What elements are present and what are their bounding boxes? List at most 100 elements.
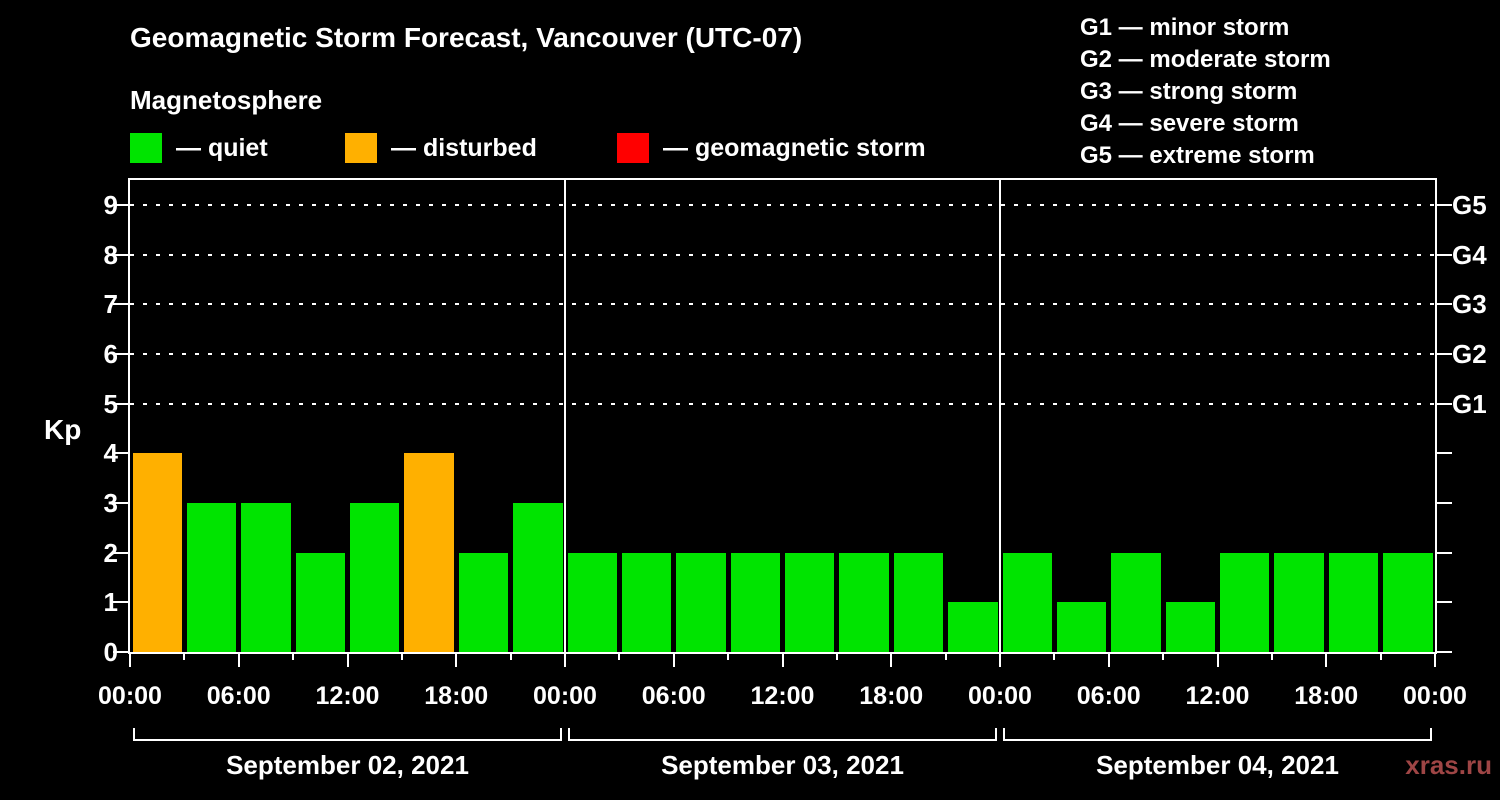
legend-label: — disturbed (391, 133, 537, 162)
y-axis-tick-right (1435, 501, 1452, 504)
kp-bar (730, 552, 780, 652)
y-axis-label: 5 (103, 388, 118, 419)
kp-bar (1002, 552, 1052, 652)
y-axis-tick (113, 452, 130, 455)
kp-bar (1111, 552, 1161, 652)
day-date-label: September 04, 2021 (1096, 750, 1339, 780)
y-axis-tick-right (1435, 253, 1452, 256)
y-axis-tick (113, 651, 130, 653)
storm-swatch (617, 133, 649, 163)
chart-subtitle: Magnetosphere (130, 85, 323, 115)
storm-scale-line: G1 — minor storm (1080, 14, 1290, 41)
kp-bar (241, 502, 291, 652)
x-axis-minor-tick (618, 652, 621, 660)
kp-bar (404, 453, 454, 652)
x-axis-tick (1216, 652, 1219, 667)
y-axis-tick (113, 601, 130, 604)
right-axis-label-g2: G2 (1452, 338, 1487, 369)
x-axis-tick (672, 652, 675, 667)
legend-label: — quiet (176, 133, 268, 162)
kp-bar (1383, 552, 1433, 652)
x-axis-minor-tick (1162, 652, 1165, 660)
y-axis-tick-right (1435, 551, 1452, 554)
legend-item-quiet: — quiet (130, 133, 268, 163)
x-axis-label: 12:00 (1185, 682, 1250, 710)
x-axis-label: 00:00 (98, 682, 162, 710)
right-axis-label-g1: G1 (1452, 388, 1487, 419)
x-axis-minor-tick (727, 652, 730, 660)
gridline-kp-8 (130, 253, 1435, 256)
watermark: xras.ru (1405, 750, 1492, 780)
kp-bar (132, 453, 182, 652)
x-axis-label: 12:00 (750, 682, 815, 710)
kp-bar (839, 552, 889, 652)
x-axis-label: 18:00 (424, 682, 489, 710)
kp-bar (350, 502, 400, 652)
y-axis-tick (113, 551, 130, 554)
legend-item-storm: — geomagnetic storm (617, 133, 926, 163)
x-axis-minor-tick (183, 652, 186, 660)
y-axis-tick (113, 501, 130, 504)
x-axis-label: 00:00 (1403, 682, 1467, 710)
y-axis-tick-right (1435, 452, 1452, 455)
y-axis-label: 3 (103, 487, 118, 518)
day-bracket (1003, 728, 1432, 741)
gridline-kp-5 (130, 402, 1435, 405)
x-axis-minor-tick (400, 652, 403, 660)
kp-bar (948, 602, 998, 652)
x-axis-label: 06:00 (206, 682, 271, 710)
x-axis-tick (455, 652, 458, 667)
x-axis-label: 00:00 (533, 682, 597, 710)
quiet-swatch (130, 133, 162, 163)
x-axis-label: 06:00 (641, 682, 706, 710)
x-axis-minor-tick (1270, 652, 1273, 660)
day-date-label: September 03, 2021 (661, 750, 904, 780)
y-axis-label: 9 (103, 189, 118, 220)
x-axis-tick (129, 652, 131, 667)
kp-bar (1165, 602, 1215, 652)
kp-bar (893, 552, 944, 652)
x-axis-tick (346, 652, 349, 667)
day-date-label: September 02, 2021 (226, 750, 469, 780)
x-axis-label: 12:00 (315, 682, 380, 710)
y-axis-tick-right (1435, 303, 1452, 306)
x-axis-label: 00:00 (968, 682, 1032, 710)
y-axis-tick (113, 253, 130, 256)
kp-bar (785, 552, 835, 652)
y-axis-tick-right (1435, 203, 1452, 206)
y-axis-tick (113, 203, 130, 206)
x-axis-tick (564, 652, 566, 667)
kp-bar (458, 552, 509, 652)
x-axis-tick (237, 652, 240, 667)
storm-scale-line: G4 — severe storm (1080, 110, 1299, 137)
storm-scale-line: G5 — extreme storm (1080, 142, 1315, 169)
y-axis-tick-right (1435, 651, 1452, 653)
storm-scale-line: G3 — strong storm (1080, 78, 1298, 105)
day-separator (564, 180, 566, 652)
day-separator (999, 180, 1001, 652)
kp-bar (186, 502, 237, 652)
legend-label: — geomagnetic storm (663, 133, 926, 162)
x-axis-tick (1325, 652, 1328, 667)
y-axis-tick-right (1435, 402, 1452, 405)
right-axis-label-g4: G4 (1452, 239, 1487, 270)
kp-bar (567, 552, 617, 652)
day-bracket (133, 728, 562, 741)
x-axis-tick (1107, 652, 1110, 667)
x-axis-label: 18:00 (859, 682, 924, 710)
y-axis-tick-right (1435, 352, 1452, 355)
y-axis-label: 4 (103, 438, 118, 469)
x-axis-tick (1434, 652, 1436, 667)
x-axis-tick (999, 652, 1001, 667)
gridline-kp-9 (130, 203, 1435, 206)
y-axis-label: 0 (103, 637, 118, 667)
legend-item-disturbed: — disturbed (345, 133, 537, 163)
kp-bar (1056, 602, 1107, 652)
disturbed-swatch (345, 133, 377, 163)
right-axis-label-g5: G5 (1452, 189, 1487, 220)
x-axis-minor-tick (1053, 652, 1056, 660)
x-axis-minor-tick (509, 652, 512, 660)
chart-title: Geomagnetic Storm Forecast, Vancouver (U… (130, 22, 803, 53)
y-axis-tick (113, 303, 130, 306)
